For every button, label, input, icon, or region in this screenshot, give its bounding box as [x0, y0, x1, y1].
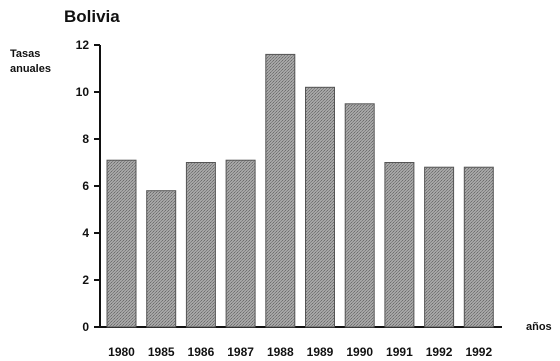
y-axis-label-line-2: anuales: [10, 63, 51, 75]
y-axis-label-line-1: Tasas: [10, 48, 40, 60]
bar-1989: [305, 86, 335, 328]
y-tick-label: 2: [82, 273, 89, 287]
y-tick-label: 4: [82, 226, 89, 240]
x-tick-label: 1986: [188, 345, 215, 359]
bar-1990: [344, 103, 375, 328]
x-tick-label: 1980: [108, 345, 135, 359]
x-tick-label: 1989: [307, 345, 334, 359]
x-tick-label: 1992: [465, 345, 492, 359]
x-tick-label: 1988: [267, 345, 294, 359]
bar-1988: [265, 53, 296, 328]
y-tick-label: 8: [82, 132, 89, 146]
y-tick-label: 6: [82, 179, 89, 193]
y-tick-label: 0: [82, 320, 89, 334]
bar-1980: [106, 159, 137, 328]
x-tick-label: 1985: [148, 345, 175, 359]
bars-group: [106, 53, 494, 328]
x-axis-label: años: [526, 321, 552, 333]
x-tick-label: 1992: [426, 345, 453, 359]
chart-title: Bolivia: [64, 7, 120, 26]
bar-1992: [463, 166, 494, 328]
bar-1986: [185, 162, 216, 328]
bar-1987: [225, 159, 256, 328]
x-axis-tick-labels: 1980 1985 1986 1987 1988 1989 1990 1991 1992 1992: [108, 345, 492, 359]
x-tick-label: 1987: [227, 345, 254, 359]
bar-1991: [384, 162, 415, 328]
y-axis-ticks: 0 2 4 6 8 10 12: [76, 38, 100, 334]
y-tick-label: 12: [76, 38, 90, 52]
bar-1992: [424, 166, 455, 328]
x-tick-label: 1991: [386, 345, 413, 359]
y-tick-label: 10: [76, 85, 90, 99]
x-tick-label: 1990: [346, 345, 373, 359]
bar-1985: [146, 190, 177, 328]
